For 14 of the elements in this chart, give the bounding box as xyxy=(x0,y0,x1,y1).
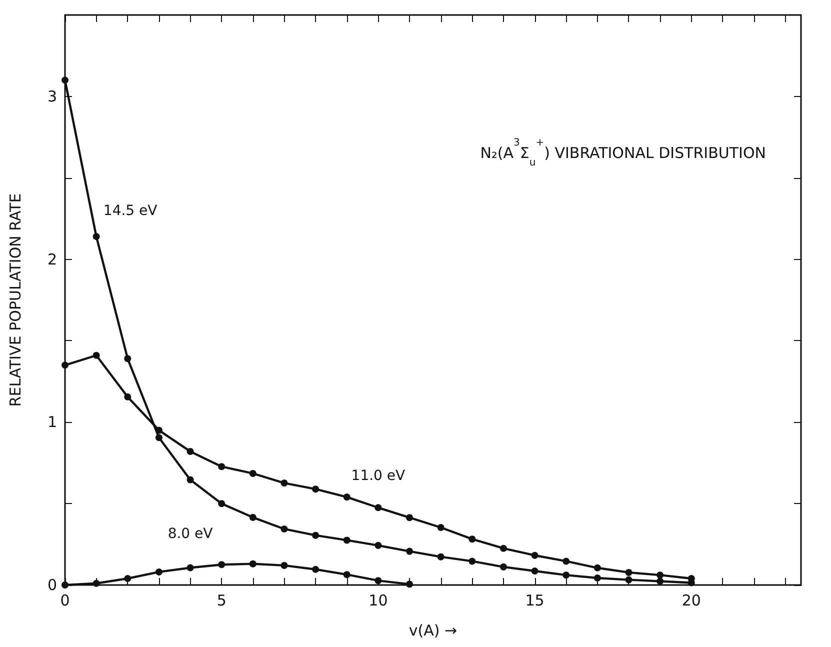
series-label: 8.0 eV xyxy=(168,526,214,542)
y-axis-title: RELATIVE POPULATION RATE xyxy=(6,193,24,407)
x-axis-title: v(A) → xyxy=(408,622,458,640)
x-tick-label: 0 xyxy=(60,592,70,610)
x-tick-label: 20 xyxy=(682,592,701,610)
x-tick-label: 10 xyxy=(368,592,388,610)
y-tick-label: 3 xyxy=(47,87,57,106)
series-label: 14.5 eV xyxy=(103,202,158,219)
y-tick-label: 1 xyxy=(47,413,57,432)
x-tick-label: 15 xyxy=(525,592,544,610)
y-tick-label: 0 xyxy=(47,576,57,594)
y-tick-label: 2 xyxy=(47,250,57,268)
series-label: 11.0 eV xyxy=(351,468,406,484)
x-tick-label: 5 xyxy=(216,592,226,610)
